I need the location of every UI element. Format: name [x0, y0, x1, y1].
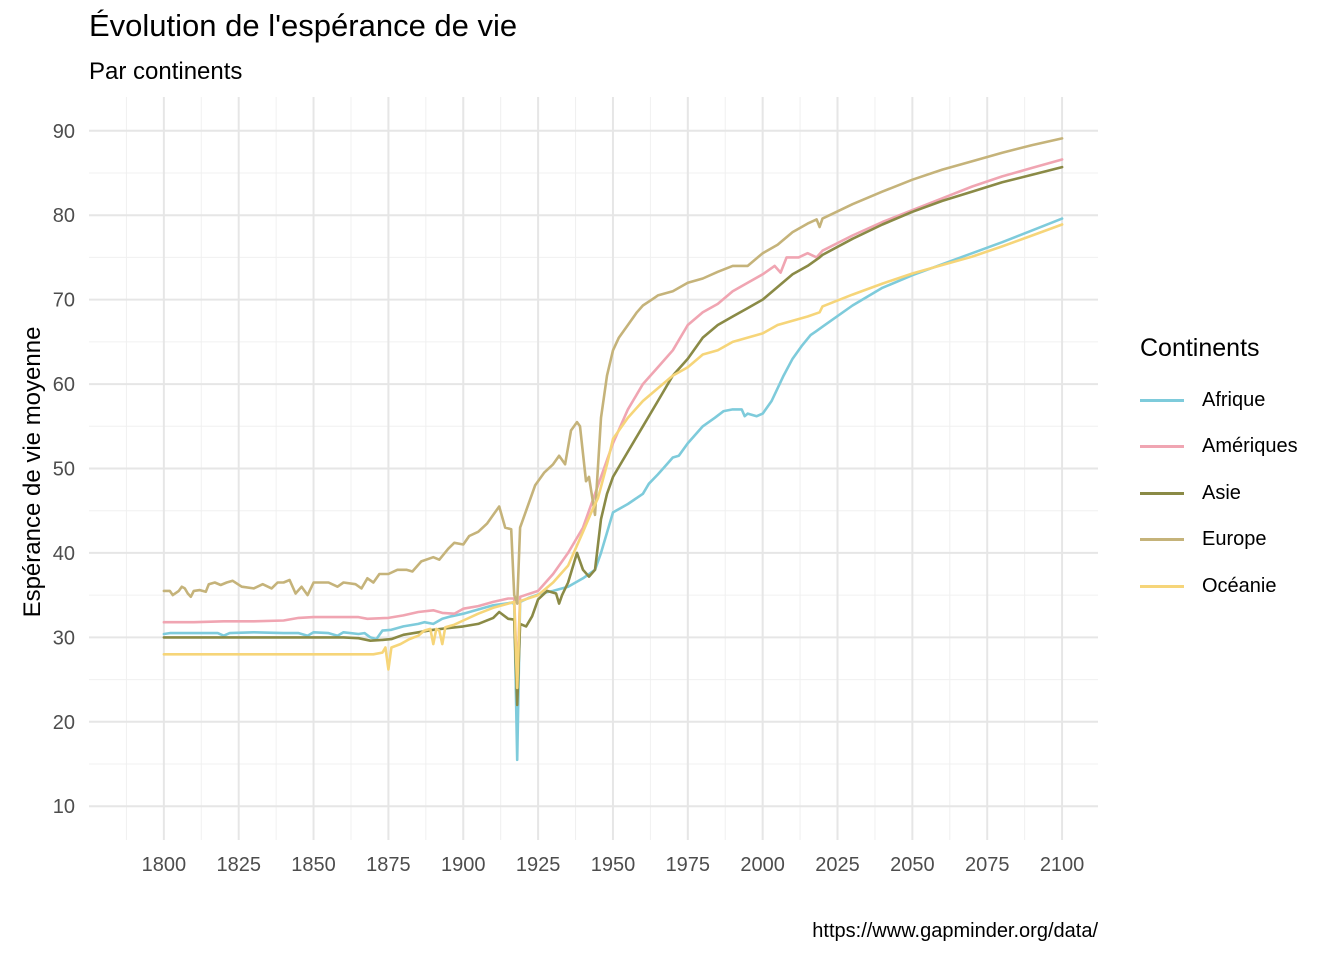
y-tick-label: 90: [53, 121, 75, 143]
series-lines: [162, 137, 1064, 762]
legend-swatch: [1140, 398, 1184, 402]
legend-swatch: [1140, 445, 1184, 449]
y-tick-label: 50: [53, 459, 75, 481]
y-axis-tick-labels: 10 20 30 40 50 60 70 80 90: [53, 121, 75, 818]
x-tick-label: 1950: [591, 854, 636, 876]
legend: Continents Afrique Amériques Asie Europe Océ…: [1140, 334, 1340, 610]
legend-swatch: [1140, 538, 1184, 542]
y-tick-label: 30: [53, 627, 75, 649]
legend-item: Asie: [1140, 470, 1340, 517]
series-line-océanie: [162, 223, 1064, 690]
x-tick-label: 1850: [291, 854, 336, 876]
legend-item: Europe: [1140, 517, 1340, 564]
chart-caption: https://www.gapminder.org/data/: [812, 920, 1098, 942]
legend-label: Afrique: [1202, 388, 1266, 411]
x-tick-label: 2025: [815, 854, 860, 876]
x-tick-label: 2100: [1040, 854, 1085, 876]
x-tick-label: 1800: [142, 854, 187, 876]
x-tick-label: 2050: [890, 854, 935, 876]
y-axis-title: Espérance de vie moyenne: [19, 327, 46, 618]
x-tick-label: 1825: [216, 854, 261, 876]
legend-item: Afrique: [1140, 377, 1340, 424]
legend-label: Océanie: [1202, 574, 1277, 597]
x-tick-label: 1975: [666, 854, 711, 876]
legend-swatch: [1140, 491, 1184, 495]
legend-label: Asie: [1202, 481, 1241, 504]
x-tick-label: 1875: [366, 854, 411, 876]
y-tick-label: 80: [53, 205, 75, 227]
legend-label: Amériques: [1202, 435, 1298, 458]
y-tick-label: 20: [53, 712, 75, 734]
x-tick-label: 2075: [965, 854, 1010, 876]
legend-swatch: [1140, 584, 1184, 588]
series-line-afrique: [162, 217, 1064, 762]
x-tick-label: 1900: [441, 854, 486, 876]
x-tick-label: 2000: [740, 854, 785, 876]
y-tick-label: 10: [53, 796, 75, 818]
y-tick-label: 60: [53, 374, 75, 396]
legend-item: Océanie: [1140, 563, 1340, 610]
y-tick-label: 70: [53, 290, 75, 312]
chart-title: Évolution de l'espérance de vie: [89, 8, 518, 43]
legend-label: Europe: [1202, 528, 1267, 551]
chart-subtitle: Par continents: [89, 58, 243, 85]
x-axis-tick-labels: 1800 1825 1850 1875 1900 1925 1950 1975 2000 2025…: [142, 854, 1085, 876]
y-tick-label: 40: [53, 543, 75, 565]
legend-item: Amériques: [1140, 424, 1340, 471]
legend-title: Continents: [1140, 334, 1260, 362]
legend-items: Afrique Amériques Asie Europe Océanie: [1140, 377, 1340, 610]
x-tick-label: 1925: [516, 854, 561, 876]
major-gridlines: [89, 97, 1098, 840]
series-line-amériques: [162, 158, 1064, 681]
series-line-europe: [162, 137, 1064, 605]
